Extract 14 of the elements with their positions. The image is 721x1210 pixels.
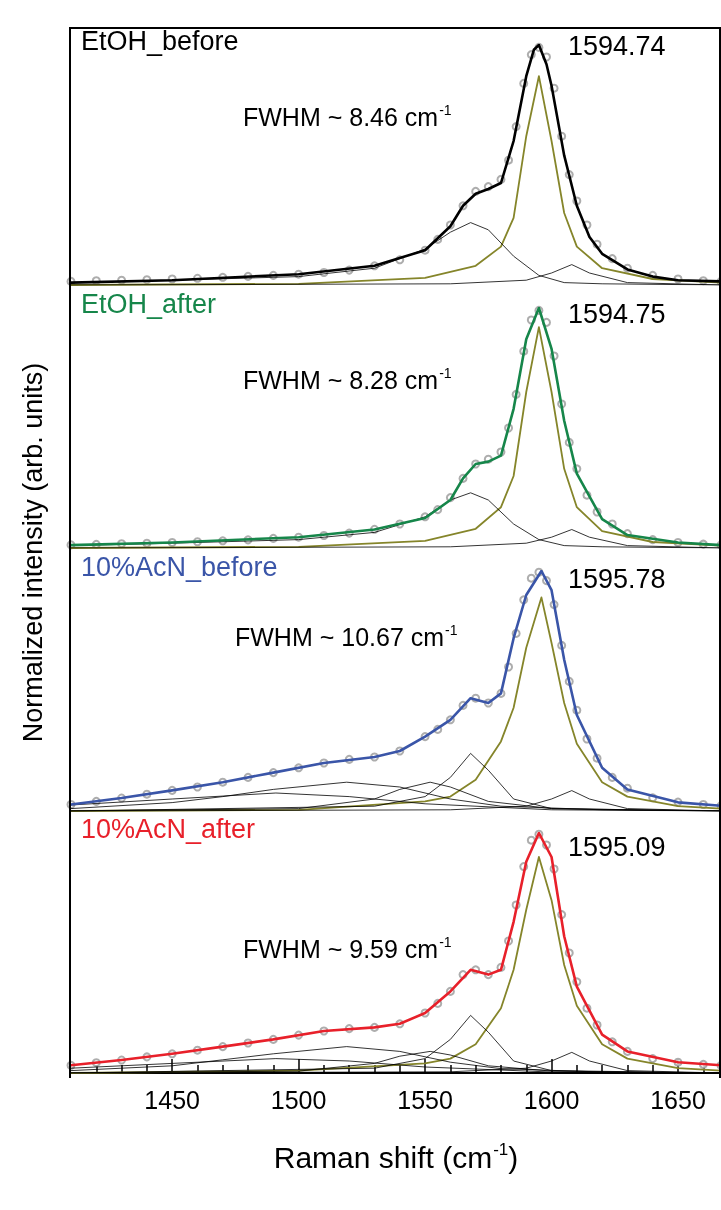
- annotation: 1595.78: [568, 563, 666, 593]
- annotation: 1594.74: [568, 30, 666, 61]
- text: EtOH_after: [81, 288, 217, 319]
- text: 10%AcN_before: [81, 551, 278, 581]
- x-tick-label: 1650: [650, 1085, 706, 1114]
- y-axis-title: Normalized intensity (arb. units): [18, 362, 50, 743]
- text: 10%AcN_after: [81, 813, 256, 844]
- text: EtOH_before: [81, 25, 239, 56]
- annotation: 1594.75: [568, 298, 666, 329]
- x-tick-label: 1450: [144, 1085, 200, 1114]
- annotation: 1595.09: [568, 831, 666, 862]
- x-tick-label: 1550: [397, 1085, 453, 1114]
- x-tick-label: 1500: [270, 1085, 327, 1114]
- x-tick-label: 1600: [523, 1085, 580, 1114]
